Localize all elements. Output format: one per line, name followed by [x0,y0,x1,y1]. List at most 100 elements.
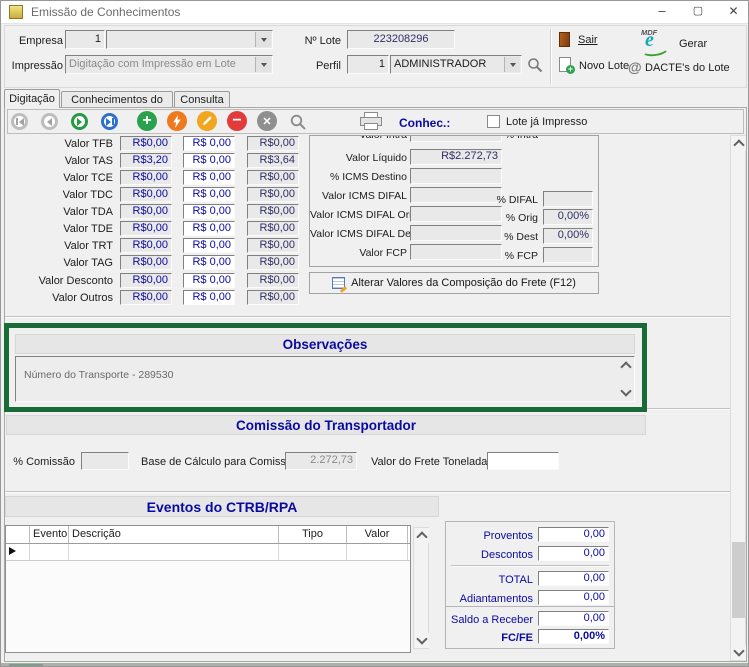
dropdown-arrow-icon[interactable] [255,32,271,47]
freight-col2-field[interactable]: R$ 0,00 [183,136,235,151]
dropdown-arrow-icon[interactable] [255,57,271,72]
descontos-field[interactable]: 0,00 [538,546,609,561]
total-field[interactable]: 0,00 [538,571,609,586]
freight-col2-field[interactable]: R$ 0,00 [183,273,235,288]
freight-col1-field[interactable]: R$0,00 [120,136,172,151]
valor-fcp-field[interactable] [410,244,502,260]
toolbar-search-icon[interactable] [289,113,307,131]
freight-col3-field[interactable]: R$0,00 [247,290,299,305]
frete-tonelada-label: Valor do Frete Tonelada [371,456,488,468]
freight-col2-field[interactable]: R$ 0,00 [183,170,235,185]
adiantamentos-field[interactable]: 0,00 [538,590,609,605]
memo-scroll-down-icon[interactable] [620,385,632,397]
freight-col1-field[interactable]: R$0,00 [120,187,172,202]
nav-last-icon[interactable] [101,113,118,130]
freight-col3-field[interactable]: R$0,00 [247,273,299,288]
freight-col1-field[interactable]: R$0,00 [120,221,172,236]
freight-col3-field[interactable]: R$0,00 [247,221,299,236]
valor-icms-difal-dest-field[interactable] [410,225,502,241]
freight-col1-field[interactable]: R$0,00 [120,170,172,185]
edit-record-icon[interactable] [197,111,217,131]
valor-icms-difal-orig-label: Valor ICMS DIFAL Orig [310,209,418,221]
post-record-icon[interactable] [167,111,187,131]
freight-col1-field[interactable]: R$0,00 [120,238,172,253]
pct-dest-field[interactable]: 0,00% [543,228,593,244]
table-scroll-up-icon[interactable] [414,528,429,543]
novo-lote-button[interactable]: + Novo Lote [557,57,647,75]
perfil-code-field[interactable]: 1 [347,55,389,74]
proventos-field[interactable]: 0,00 [538,527,609,542]
perfil-search-icon[interactable] [526,56,544,74]
scrollbar-thumb[interactable] [732,542,745,618]
add-record-icon[interactable]: + [137,111,157,131]
memo-scroll-up-icon[interactable] [620,361,632,373]
empresa-combobox[interactable] [106,30,273,49]
table-scroll-down-icon[interactable] [414,633,429,648]
eventos-table-row[interactable] [6,544,410,561]
freight-col1-field[interactable]: R$0,00 [120,204,172,219]
column-header-evento[interactable]: Evento [30,526,69,543]
maximize-button[interactable]: ▢ [692,5,704,17]
valor-icms-difal-orig-field[interactable] [410,206,502,222]
perfil-combobox[interactable]: ADMINISTRADOR [390,55,522,74]
freight-col2-field[interactable]: R$ 0,00 [183,238,235,253]
freight-col3-field[interactable]: R$0,00 [247,170,299,185]
valor-liquido-field[interactable]: R$2.272,73 [410,149,502,165]
dacte-button[interactable]: @ DACTE's do Lote [626,59,748,77]
base-calculo-field[interactable]: 2.272,73 [285,452,357,470]
fcfe-field[interactable]: 0,00% [538,629,609,644]
print-icon[interactable] [359,112,382,130]
column-header-descricao[interactable]: Descrição [69,526,279,543]
pct-difal-field[interactable] [543,191,593,207]
freight-col2-field[interactable]: R$ 0,00 [183,153,235,168]
freight-col3-field[interactable]: R$0,00 [247,136,299,151]
lote-field[interactable]: 223208296 [347,30,455,49]
valor-icms-difal-field[interactable] [410,187,502,203]
freight-col2-field[interactable]: R$ 0,00 [183,290,235,305]
tab-consulta[interactable]: Consulta [174,91,230,108]
freight-col2-field[interactable]: R$ 0,00 [183,204,235,219]
scroll-down-icon[interactable] [731,645,746,660]
freight-col3-field[interactable]: R$0,00 [247,255,299,270]
column-header-tipo[interactable]: Tipo [279,526,347,543]
freight-col1-field[interactable]: R$3,20 [120,153,172,168]
column-header-valor[interactable]: Valor [347,526,408,543]
close-button[interactable]: ✕ [728,4,739,18]
lote-impresso-checkbox[interactable] [487,115,500,128]
freight-col3-field[interactable]: R$3,64 [247,153,299,168]
valor-intra-field[interactable] [410,136,502,142]
delete-record-icon[interactable]: − [227,111,247,131]
main-scrollbar[interactable] [730,135,746,661]
gerar-mdfe-button[interactable]: MDF e Gerar [635,28,745,58]
freight-col3-field[interactable]: R$0,00 [247,187,299,202]
nav-previous-icon[interactable] [41,113,58,130]
dropdown-arrow-icon[interactable] [504,57,520,72]
pct-orig-field[interactable]: 0,00% [543,209,593,225]
saldo-receber-field[interactable]: 0,00 [538,611,609,626]
freight-col2-field[interactable]: R$ 0,00 [183,221,235,236]
impressao-combobox[interactable]: Digitação com Impressão em Lote [65,55,273,74]
pct-comissao-field[interactable] [81,452,129,470]
pct-icms-destino-field[interactable] [410,168,502,184]
freight-col3-field[interactable]: R$0,00 [247,204,299,219]
nav-first-icon[interactable] [11,113,28,130]
alterar-valores-button[interactable]: Alterar Valores da Composição do Frete (… [309,272,599,294]
minimize-button[interactable]: – [658,3,666,18]
freight-col1-field[interactable]: R$0,00 [120,273,172,288]
freight-col2-field[interactable]: R$ 0,00 [183,255,235,270]
frete-tonelada-field[interactable] [487,452,559,470]
freight-col1-field[interactable]: R$0,00 [120,290,172,305]
empresa-code-field[interactable]: 1 [65,30,105,49]
pct-fcp-field[interactable] [543,247,593,263]
freight-col1-field[interactable]: R$0,00 [120,255,172,270]
tab-conhecimentos-do-lote[interactable]: Conhecimentos do Lote [61,91,173,122]
freight-col3-field[interactable]: R$0,00 [247,238,299,253]
observacoes-memo[interactable]: Número do Transporte - 289530 [15,356,635,402]
freight-col2-field[interactable]: R$ 0,00 [183,187,235,202]
tab-digitacao[interactable]: Digitação [4,89,60,108]
sair-button[interactable]: Sair [557,31,627,49]
eventos-table-scrollbar[interactable] [413,527,429,649]
nav-next-icon[interactable] [71,113,88,130]
cancel-record-icon[interactable]: ✕ [257,111,277,131]
scroll-up-icon[interactable] [731,136,746,151]
